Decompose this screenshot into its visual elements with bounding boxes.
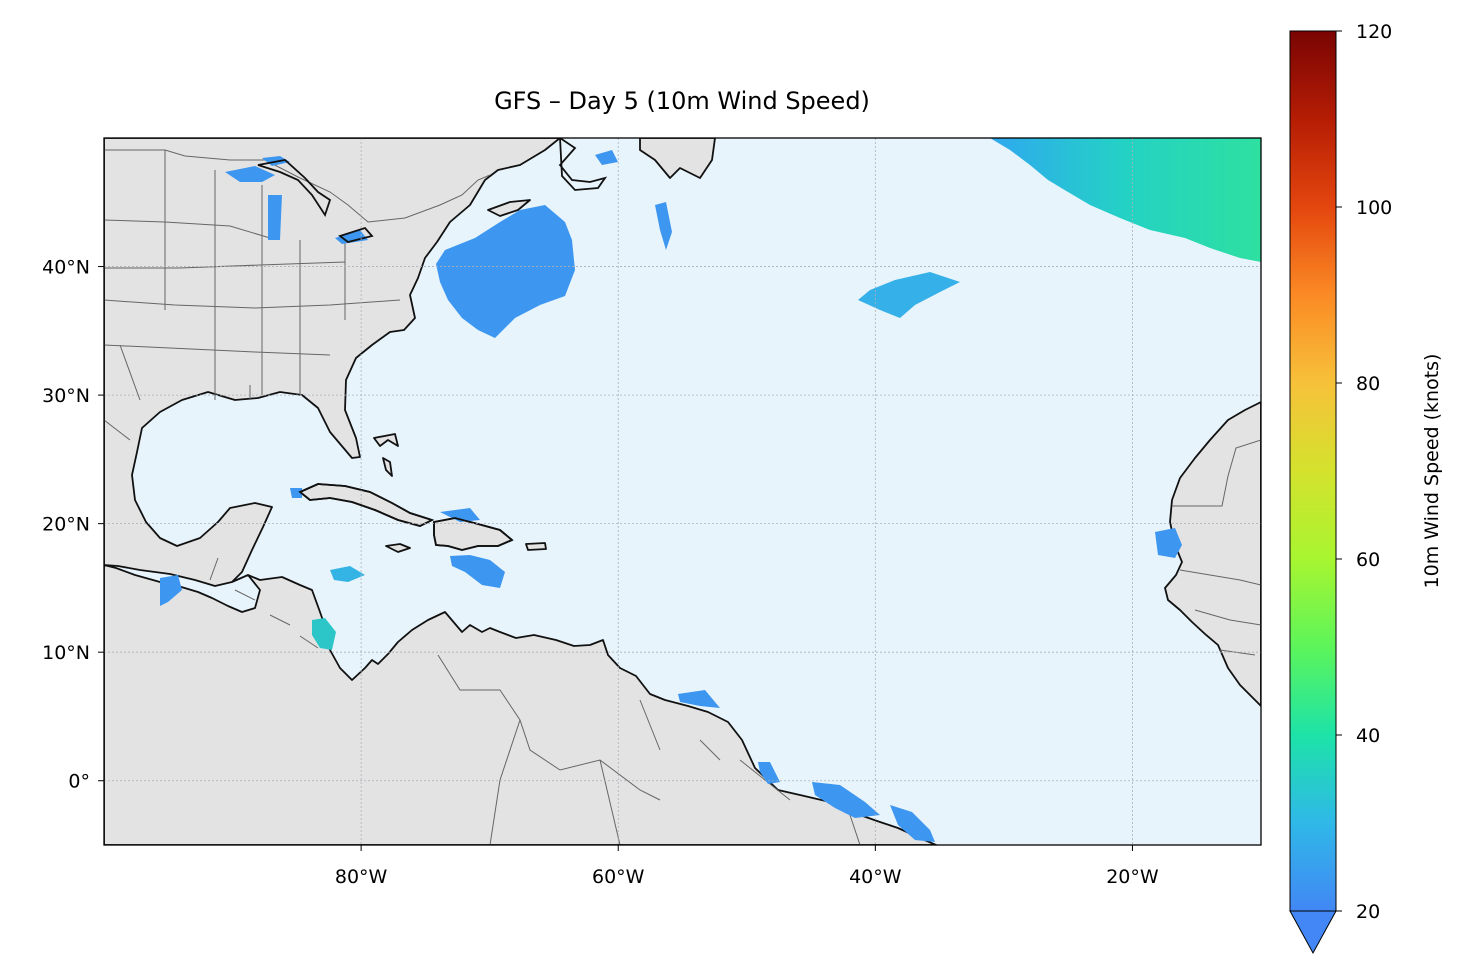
colorbar-tick-label: 120	[1356, 21, 1392, 43]
wind-area-guiana-offshore	[678, 690, 720, 708]
nova-scotia	[487, 199, 531, 217]
wind-area-caribbean	[450, 555, 505, 588]
map-title: GFS – Day 5 (10m Wind Speed)	[494, 87, 870, 115]
gridlines	[104, 138, 1261, 845]
wind-area-amazon-mouth	[758, 762, 780, 784]
south-america-borders	[437, 654, 861, 845]
wind-area-south-of-cuba	[330, 566, 365, 582]
wind-area-brazil-coast-2	[890, 805, 935, 842]
y-tick-label: 30°N	[42, 385, 90, 407]
labrador-landmass	[639, 138, 716, 179]
colorbar-ticks: 20 40 60 80 100 120	[1336, 21, 1392, 923]
bahamas-island-2	[382, 457, 393, 477]
north-america-landmass	[104, 138, 937, 845]
y-tick-label: 20°N	[42, 514, 90, 536]
wind-area-east-of-hispaniola	[440, 508, 480, 522]
wind-area-north-atlantic-44n	[655, 202, 672, 250]
wind-area-great-lakes	[225, 156, 368, 244]
colorbar-extend-min	[1289, 910, 1337, 955]
colorbar-tick-label: 60	[1356, 549, 1380, 571]
bahamas-island	[373, 433, 399, 447]
wind-area-us-northeast-offshore	[436, 205, 575, 338]
x-tick-label: 80°W	[335, 866, 388, 888]
colorbar-tick-label: 40	[1356, 725, 1380, 747]
y-tick-label: 0°	[68, 771, 90, 793]
wind-shading-layer	[160, 138, 1261, 842]
wind-area-central-atlantic	[858, 272, 960, 318]
colorbar-gradient	[1289, 30, 1337, 912]
colorbar-tick-label: 100	[1356, 197, 1392, 219]
borders-layer	[104, 149, 1261, 845]
y-axis-ticks: 0° 10°N 20°N 30°N 40°N	[42, 257, 104, 793]
gulf-st-lawrence-coastline	[558, 138, 608, 191]
colorbar: 20 40 60 80 100 120 10m Wind Speed (knots)	[1289, 21, 1443, 955]
wind-area-northeast-atlantic	[990, 138, 1261, 262]
colorbar-label: 10m Wind Speed (knots)	[1421, 354, 1443, 589]
puerto-rico-island	[525, 542, 547, 551]
y-tick-label: 40°N	[42, 257, 90, 279]
colorbar-tick-label: 80	[1356, 373, 1380, 395]
x-axis-ticks: 80°W 60°W 40°W 20°W	[335, 845, 1159, 888]
us-canada-border	[104, 149, 491, 223]
hispaniola-coastline	[433, 517, 514, 551]
africa-landmass	[1164, 401, 1261, 707]
wind-area-north-of-cuba	[290, 488, 302, 498]
map-panel: 80°W 60°W 40°W 20°W 0° 10°N 20°N 30°N 40°N	[42, 137, 1262, 888]
wind-area-gulf-of-maine	[595, 150, 618, 165]
colorbar-tick-label: 20	[1356, 901, 1380, 923]
africa-borders	[1172, 439, 1261, 656]
cuba-coastline	[298, 483, 435, 527]
wind-area-brazil-coast	[812, 782, 880, 818]
x-tick-label: 40°W	[849, 866, 902, 888]
wind-area-west-africa	[1155, 528, 1182, 558]
map-frame	[103, 137, 1262, 846]
land-layer	[104, 138, 1261, 845]
wind-area-yucatan-east	[160, 575, 182, 606]
y-tick-label: 10°N	[42, 642, 90, 664]
x-tick-label: 20°W	[1106, 866, 1159, 888]
wind-area-gulf-of-honduras	[312, 618, 336, 650]
great-lakes-coastline	[257, 159, 374, 243]
jamaica-island	[385, 543, 411, 553]
mexico-central-america-borders	[104, 419, 319, 649]
x-tick-label: 60°W	[592, 866, 645, 888]
